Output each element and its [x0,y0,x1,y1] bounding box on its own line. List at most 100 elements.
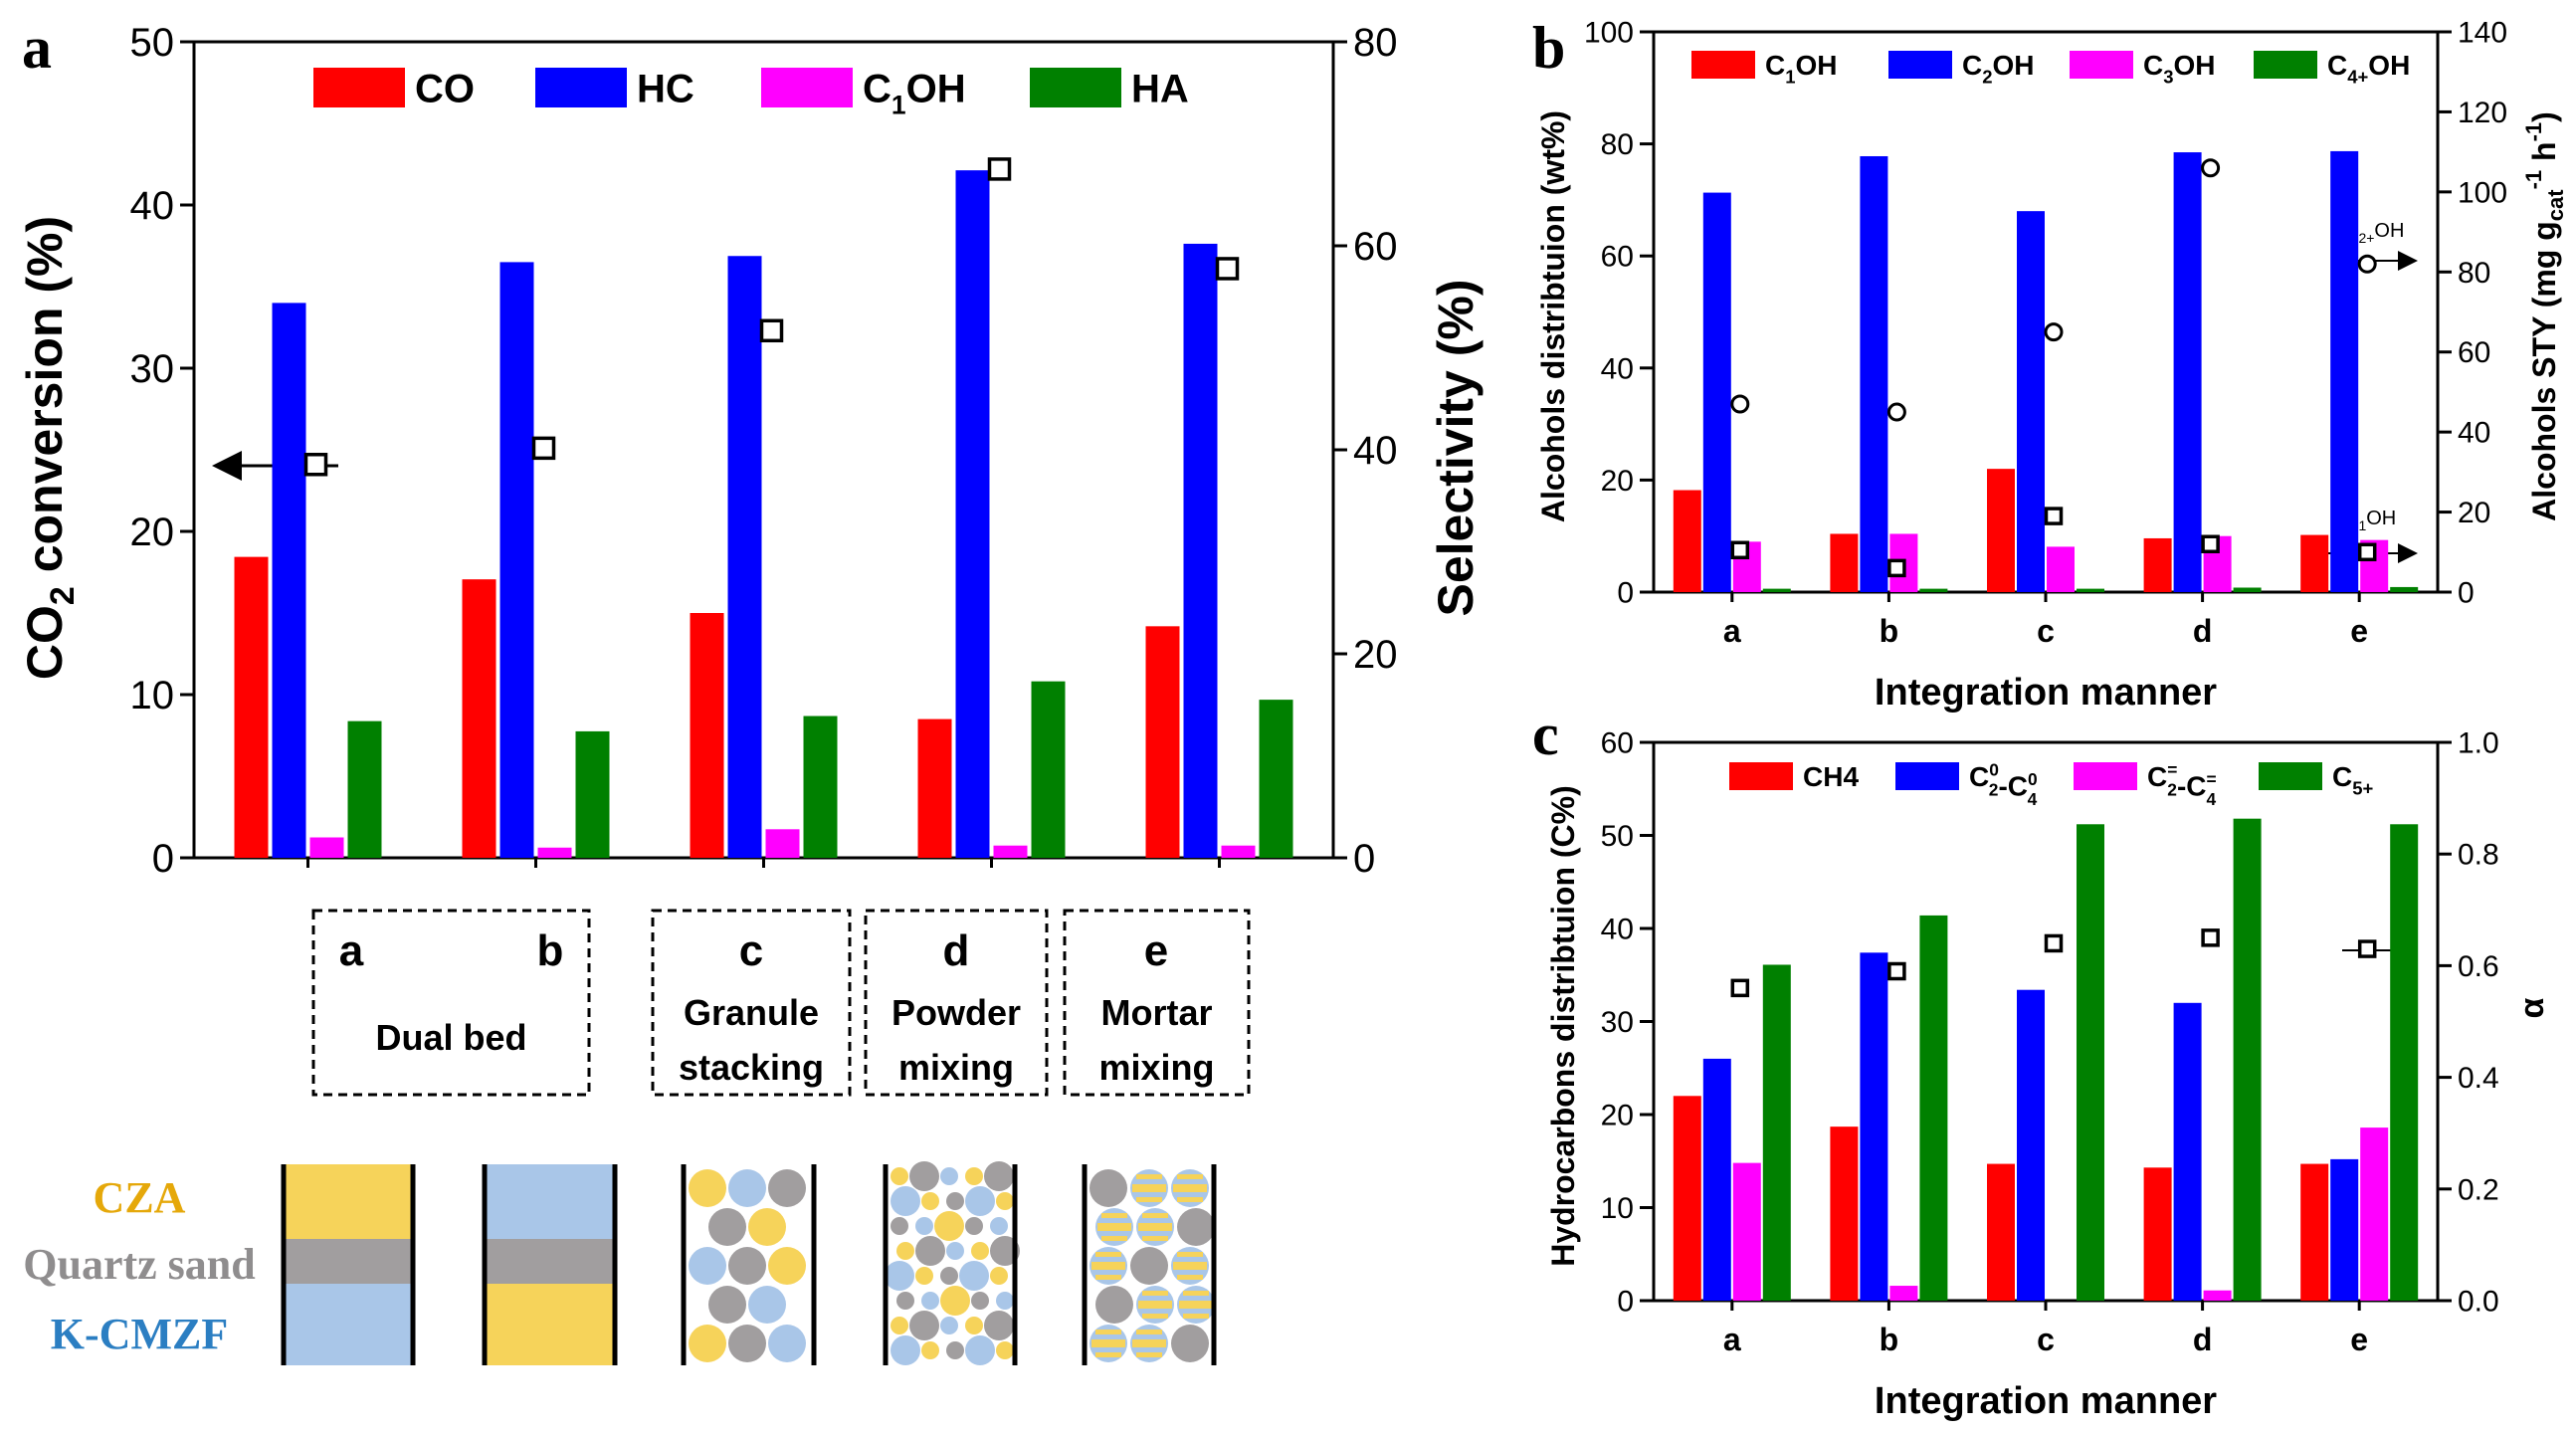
bar-C2⁼-C4⁼ [1889,1286,1918,1301]
granule [768,1325,806,1362]
powder-particle [891,1317,908,1334]
integration-box-label: mixing [898,1047,1014,1088]
powder-particle [996,1192,1014,1210]
y2-tick-label: 0.6 [2458,950,2499,983]
integration-box-letter: a [339,926,364,975]
y2-tick-label: 80 [2458,257,2490,290]
x-tick-label: d [2193,613,2213,649]
y2-tick-label: 20 [2458,497,2490,529]
mixed-particle [1171,1325,1209,1362]
integration-box [1063,909,1251,1097]
bed-layer-cza [485,1284,615,1365]
bar-C5+ [1919,915,1948,1301]
legend-swatch-HC [535,68,627,107]
chart-panel-a: 0 10 20 30 40 50 0 20 40 60 80 CO HC C1OH HA [130,21,1398,881]
bar-C4+OH [1762,588,1791,592]
bar-C4+OH [1919,588,1948,592]
scatter-point-overlay [2357,939,2377,958]
y2-tick-label: 1.0 [2458,727,2499,760]
powder-particle [971,1292,989,1310]
powder-particle [891,1335,920,1365]
scatter-point-overlay [2044,933,2064,953]
y-tick-label: 0 [1617,1286,1634,1319]
scatter-point-C1OH [1887,558,1906,578]
mixed-particle-stripe [1136,1330,1162,1334]
y-tick-label: 20 [1601,465,1634,498]
powder-particle [921,1341,939,1359]
panel-b-x-axis-title: Integration manner [1875,672,2217,714]
scatter-point-C2+OH [2044,322,2064,342]
bar-C5+ [2077,824,2104,1301]
legend-text-part: OH [1993,50,2035,81]
legend-text-sub: 1 [1785,66,1795,87]
scatter-point-C2+OH [2201,158,2221,178]
legend-swatch-C4+OH [2254,51,2317,79]
bar-CH4 [2300,1163,2329,1301]
integration-box-label: Mortar [1100,992,1212,1033]
y2-tick-label: 20 [1353,633,1398,677]
reactor-tube-c [681,1164,817,1365]
legend-label-CO: CO [415,67,475,110]
bar-C1OH [309,837,344,858]
y-tick-label: 10 [1601,1192,1634,1225]
legend-text-part: OH [2174,50,2216,81]
legend-label-C4+OH: C4+OH [2327,50,2410,87]
powder-particle [946,1341,964,1359]
granule [748,1208,786,1246]
mixed-particle-stripe [1183,1314,1209,1319]
bar-C2⁰-C4⁰ [1860,952,1888,1301]
powder-particle [915,1267,933,1285]
integration-box-label: mixing [1098,1047,1214,1088]
scatter-point-C1OH [2044,507,2064,525]
legend-text-part: OH [2368,50,2410,81]
y-tick-label: 60 [1601,727,1634,760]
legend-swatch-C2OH [1888,51,1952,79]
y-tick-label: 40 [130,184,175,228]
legend-swatch-CH4 [1729,762,1793,790]
legend-text-sub: 3 [2163,66,2173,87]
mixed-particle-stripe [1136,1352,1162,1357]
mixed-particle-stripe [1136,1197,1162,1202]
bar-HC [1183,243,1218,858]
panel-a-letter: a [22,15,52,81]
integration-box-letter: d [943,926,970,975]
powder-particle [934,1211,964,1241]
panel-a-left-axis-title: CO2 conversion (%) [17,216,82,680]
bar-C1OH [993,845,1028,858]
mixed-particle-stripe [1177,1197,1203,1202]
bar-C1OH [537,847,572,858]
y-tick-label: 50 [1601,820,1634,853]
scatter-point-overlay [1887,961,1906,981]
mixed-particle [1095,1286,1133,1324]
legend-label-C1OH: C1OH [863,67,966,119]
y2-tick-label: 0.0 [2458,1286,2499,1319]
granule [708,1286,746,1324]
integration-box-label: Granule [684,992,819,1033]
bar-C1OH [2300,534,2329,592]
bar-CO [690,613,724,858]
panel-b-letter: b [1532,15,1565,81]
legend-text-sup: 0 [1989,759,1999,779]
mixed-particle-stripe [1183,1291,1209,1296]
powder-particle [990,1217,1008,1235]
legend-text-part: -C [2177,771,2207,802]
bar-HC [499,262,534,858]
bar-CO [462,579,496,858]
mixed-particle-stripe [1132,1184,1166,1192]
bar-C1OH [765,829,800,858]
powder-particle [965,1217,983,1235]
bar-C5+ [2233,818,2262,1301]
granule [728,1169,766,1207]
powder-particle [891,1217,908,1235]
granule [708,1208,746,1246]
powder-particle [891,1167,908,1185]
mixed-particle-stripe [1142,1314,1168,1319]
powder-particle [896,1242,914,1260]
powder-particle [965,1335,995,1365]
reactor-tube-d [883,1161,1020,1365]
y2-tick-label: 40 [2458,417,2490,450]
legend-text-sub: 2 [2167,780,2177,800]
y2-tick-label: 0.8 [2458,839,2499,872]
